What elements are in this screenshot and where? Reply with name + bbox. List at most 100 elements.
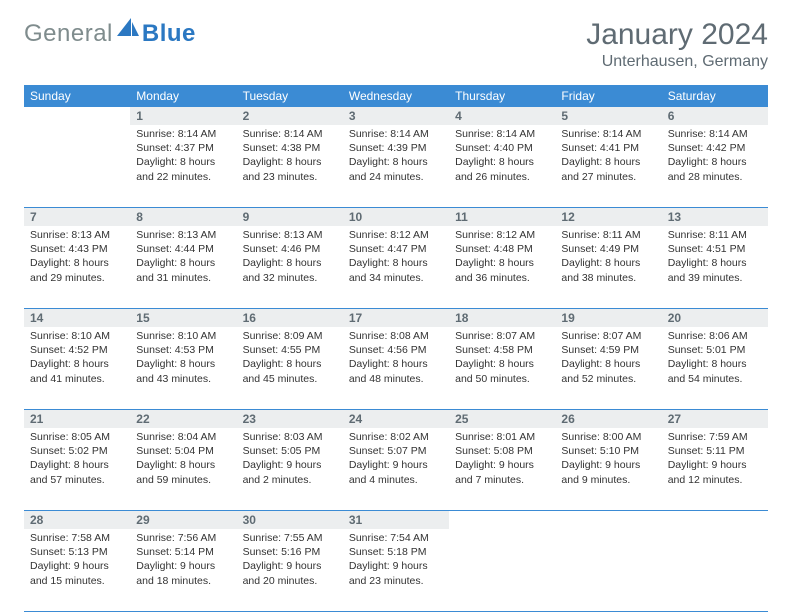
daylight-line: Daylight: 9 hours and 23 minutes. <box>349 560 428 586</box>
day-number-cell <box>662 511 768 530</box>
day-number-cell: 19 <box>555 309 661 328</box>
brand-second: Blue <box>142 20 196 48</box>
sunset-line: Sunset: 4:58 PM <box>455 344 533 356</box>
day-number-cell: 29 <box>130 511 236 530</box>
day-details: Sunrise: 7:58 AMSunset: 5:13 PMDaylight:… <box>24 529 130 592</box>
day-details: Sunrise: 8:03 AMSunset: 5:05 PMDaylight:… <box>237 428 343 491</box>
day-details: Sunrise: 7:59 AMSunset: 5:11 PMDaylight:… <box>662 428 768 491</box>
day-details: Sunrise: 8:11 AMSunset: 4:51 PMDaylight:… <box>662 226 768 289</box>
sunset-line: Sunset: 4:47 PM <box>349 243 427 255</box>
sunrise-line: Sunrise: 8:08 AM <box>349 330 429 342</box>
day-details: Sunrise: 8:14 AMSunset: 4:40 PMDaylight:… <box>449 125 555 188</box>
day-number-cell: 26 <box>555 410 661 429</box>
daylight-line: Daylight: 8 hours and 39 minutes. <box>668 257 747 283</box>
sunset-line: Sunset: 5:11 PM <box>668 445 745 457</box>
day-cell: Sunrise: 7:58 AMSunset: 5:13 PMDaylight:… <box>24 529 130 612</box>
day-cell: Sunrise: 8:13 AMSunset: 4:44 PMDaylight:… <box>130 226 236 309</box>
day-number-cell: 4 <box>449 107 555 125</box>
day-details: Sunrise: 8:10 AMSunset: 4:53 PMDaylight:… <box>130 327 236 390</box>
sunrise-line: Sunrise: 8:11 AM <box>668 229 747 241</box>
weekday-header-cell: Friday <box>555 85 661 107</box>
weekday-header-cell: Wednesday <box>343 85 449 107</box>
day-details: Sunrise: 8:06 AMSunset: 5:01 PMDaylight:… <box>662 327 768 390</box>
header: General Blue January 2024 Unterhausen, G… <box>24 18 768 71</box>
daylight-line: Daylight: 9 hours and 2 minutes. <box>243 459 322 485</box>
sunset-line: Sunset: 4:52 PM <box>30 344 108 356</box>
daylight-line: Daylight: 8 hours and 24 minutes. <box>349 156 428 182</box>
day-cell: Sunrise: 8:14 AMSunset: 4:37 PMDaylight:… <box>130 125 236 208</box>
daylight-line: Daylight: 8 hours and 34 minutes. <box>349 257 428 283</box>
sunset-line: Sunset: 4:56 PM <box>349 344 427 356</box>
day-cell: Sunrise: 8:13 AMSunset: 4:46 PMDaylight:… <box>237 226 343 309</box>
sunrise-line: Sunrise: 8:14 AM <box>668 128 748 140</box>
daylight-line: Daylight: 8 hours and 23 minutes. <box>243 156 322 182</box>
day-cell: Sunrise: 8:10 AMSunset: 4:53 PMDaylight:… <box>130 327 236 410</box>
sunset-line: Sunset: 5:18 PM <box>349 546 427 558</box>
day-details: Sunrise: 8:14 AMSunset: 4:38 PMDaylight:… <box>237 125 343 188</box>
day-cell <box>662 529 768 612</box>
sunset-line: Sunset: 4:37 PM <box>136 142 214 154</box>
sunset-line: Sunset: 4:48 PM <box>455 243 533 255</box>
sunrise-line: Sunrise: 8:02 AM <box>349 431 429 443</box>
sunset-line: Sunset: 4:46 PM <box>243 243 321 255</box>
sunset-line: Sunset: 4:59 PM <box>561 344 639 356</box>
daylight-line: Daylight: 9 hours and 7 minutes. <box>455 459 534 485</box>
daylight-line: Daylight: 8 hours and 50 minutes. <box>455 358 534 384</box>
daylight-line: Daylight: 8 hours and 32 minutes. <box>243 257 322 283</box>
day-number-cell: 27 <box>662 410 768 429</box>
weekday-header-cell: Sunday <box>24 85 130 107</box>
day-details: Sunrise: 8:14 AMSunset: 4:39 PMDaylight:… <box>343 125 449 188</box>
day-cell <box>24 125 130 208</box>
day-details: Sunrise: 8:10 AMSunset: 4:52 PMDaylight:… <box>24 327 130 390</box>
sunrise-line: Sunrise: 7:54 AM <box>349 532 429 544</box>
sunset-line: Sunset: 4:44 PM <box>136 243 214 255</box>
day-number-cell: 24 <box>343 410 449 429</box>
sunrise-line: Sunrise: 8:12 AM <box>349 229 429 241</box>
sunset-line: Sunset: 4:42 PM <box>668 142 746 154</box>
day-number-cell: 5 <box>555 107 661 125</box>
sunrise-line: Sunrise: 8:09 AM <box>243 330 323 342</box>
sail-icon <box>117 18 139 43</box>
weekday-header: SundayMondayTuesdayWednesdayThursdayFrid… <box>24 85 768 107</box>
weekday-header-cell: Thursday <box>449 85 555 107</box>
sunrise-line: Sunrise: 7:58 AM <box>30 532 110 544</box>
sunset-line: Sunset: 5:07 PM <box>349 445 427 457</box>
sunrise-line: Sunrise: 8:11 AM <box>561 229 640 241</box>
day-details: Sunrise: 8:14 AMSunset: 4:37 PMDaylight:… <box>130 125 236 188</box>
day-number-cell <box>24 107 130 125</box>
day-details: Sunrise: 8:13 AMSunset: 4:46 PMDaylight:… <box>237 226 343 289</box>
day-cell: Sunrise: 7:56 AMSunset: 5:14 PMDaylight:… <box>130 529 236 612</box>
daylight-line: Daylight: 8 hours and 57 minutes. <box>30 459 109 485</box>
daylight-line: Daylight: 8 hours and 38 minutes. <box>561 257 640 283</box>
sunrise-line: Sunrise: 8:14 AM <box>136 128 216 140</box>
day-cell: Sunrise: 8:08 AMSunset: 4:56 PMDaylight:… <box>343 327 449 410</box>
day-cell: Sunrise: 8:11 AMSunset: 4:51 PMDaylight:… <box>662 226 768 309</box>
day-number-cell: 21 <box>24 410 130 429</box>
sunrise-line: Sunrise: 8:14 AM <box>243 128 323 140</box>
day-number-cell: 15 <box>130 309 236 328</box>
day-number-cell: 18 <box>449 309 555 328</box>
day-cell: Sunrise: 8:14 AMSunset: 4:38 PMDaylight:… <box>237 125 343 208</box>
sunrise-line: Sunrise: 7:56 AM <box>136 532 216 544</box>
day-number-cell: 28 <box>24 511 130 530</box>
day-number-cell: 22 <box>130 410 236 429</box>
day-number-cell <box>555 511 661 530</box>
sunrise-line: Sunrise: 8:14 AM <box>455 128 535 140</box>
day-details: Sunrise: 8:00 AMSunset: 5:10 PMDaylight:… <box>555 428 661 491</box>
day-details: Sunrise: 8:07 AMSunset: 4:59 PMDaylight:… <box>555 327 661 390</box>
sunset-line: Sunset: 4:39 PM <box>349 142 427 154</box>
day-number-cell: 23 <box>237 410 343 429</box>
daylight-line: Daylight: 8 hours and 27 minutes. <box>561 156 640 182</box>
weekday-header-cell: Tuesday <box>237 85 343 107</box>
daylight-line: Daylight: 8 hours and 29 minutes. <box>30 257 109 283</box>
sunset-line: Sunset: 5:01 PM <box>668 344 746 356</box>
day-number-cell: 14 <box>24 309 130 328</box>
day-number-cell: 1 <box>130 107 236 125</box>
day-details: Sunrise: 8:09 AMSunset: 4:55 PMDaylight:… <box>237 327 343 390</box>
day-cell: Sunrise: 8:09 AMSunset: 4:55 PMDaylight:… <box>237 327 343 410</box>
day-details: Sunrise: 8:11 AMSunset: 4:49 PMDaylight:… <box>555 226 661 289</box>
daylight-line: Daylight: 8 hours and 36 minutes. <box>455 257 534 283</box>
day-number-cell: 17 <box>343 309 449 328</box>
day-details: Sunrise: 8:02 AMSunset: 5:07 PMDaylight:… <box>343 428 449 491</box>
day-number-cell: 10 <box>343 208 449 227</box>
